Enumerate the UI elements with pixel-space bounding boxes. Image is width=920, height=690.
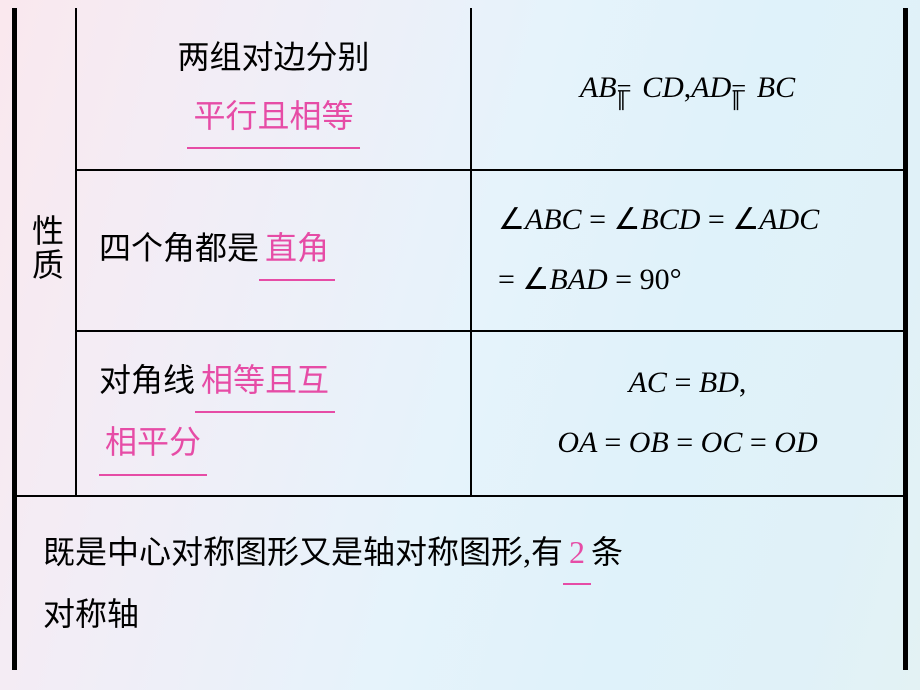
- r1-math: AB∥=CD,AD∥=BC: [580, 71, 795, 104]
- r4-cell: 既是中心对称图形又是轴对称图形,有2条 对称轴: [16, 496, 904, 670]
- r3-left-fill2: 相平分: [99, 413, 207, 475]
- properties-table-wrap: 性质 两组对边分别 平行且相等 AB∥=CD,AD∥=BC 四个角都是直角 ∠A…: [12, 8, 908, 670]
- r1-left: 两组对边分别 平行且相等: [76, 8, 471, 170]
- r4-suffix1: 条: [591, 534, 623, 570]
- r3-left-fill1: 相等且互: [195, 351, 335, 413]
- r1-left-fill: 平行且相等: [187, 87, 359, 149]
- r3-right: AC = BD, OA = OB = OC = OD: [471, 331, 904, 497]
- r2-left-prefix: 四个角都是: [99, 230, 259, 266]
- r3-left: 对角线相等且互 相平分: [76, 331, 471, 497]
- r4-fill: 2: [563, 523, 591, 585]
- side-label-cell: 性质: [16, 8, 76, 496]
- r2-math-2: = ∠BAD = 90°: [498, 250, 877, 310]
- table-row: 性质 两组对边分别 平行且相等 AB∥=CD,AD∥=BC: [16, 8, 904, 170]
- r3-left-prefix: 对角线: [99, 362, 195, 398]
- properties-table: 性质 两组对边分别 平行且相等 AB∥=CD,AD∥=BC 四个角都是直角 ∠A…: [15, 8, 905, 670]
- r2-right: ∠ABC = ∠BCD = ∠ADC = ∠BAD = 90°: [471, 170, 904, 331]
- r1-left-prefix: 两组对边分别: [177, 39, 369, 75]
- r2-left: 四个角都是直角: [76, 170, 471, 331]
- table-row: 既是中心对称图形又是轴对称图形,有2条 对称轴: [16, 496, 904, 670]
- r3-math-1: AC = BD,: [498, 353, 877, 413]
- r2-left-fill: 直角: [259, 219, 335, 281]
- side-label-text: 性质: [23, 214, 69, 282]
- r2-math-1: ∠ABC = ∠BCD = ∠ADC: [498, 190, 877, 250]
- table-row: 对角线相等且互 相平分 AC = BD, OA = OB = OC = OD: [16, 331, 904, 497]
- table-row: 四个角都是直角 ∠ABC = ∠BCD = ∠ADC = ∠BAD = 90°: [16, 170, 904, 331]
- r4-prefix: 既是中心对称图形又是轴对称图形,有: [43, 534, 563, 570]
- r1-right: AB∥=CD,AD∥=BC: [471, 8, 904, 170]
- r3-math-2: OA = OB = OC = OD: [498, 413, 877, 473]
- r4-suffix2: 对称轴: [43, 596, 139, 632]
